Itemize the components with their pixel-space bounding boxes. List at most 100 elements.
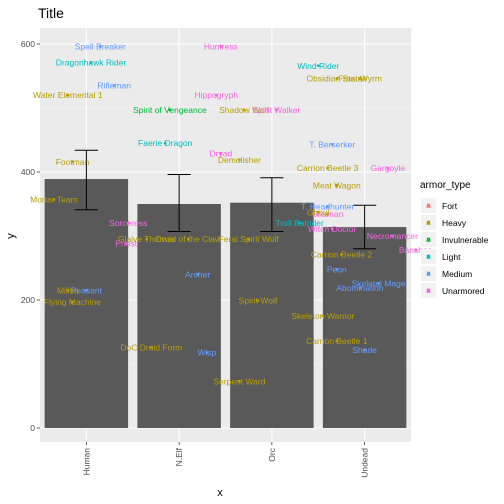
point-label: Peasant [71,285,103,295]
chart-title: Title [38,5,64,21]
point-label: Demolisher [218,155,261,165]
y-axis-title: y [5,233,17,239]
point-label: Mortar Team [30,195,78,205]
data-point [84,289,88,292]
data-point [316,64,320,68]
legend-key-medium-point [426,271,431,276]
legend-key-unarmored-letter: a [426,286,431,295]
legend-key-fort-letter: a [426,201,431,210]
point-label: Ghoul [307,207,330,217]
legend-label: Medium [442,269,472,279]
point-label: Druid of the Claw [156,234,222,244]
error-bars [74,149,377,250]
bar-human [44,179,129,428]
point-label: DoC Druid Form [120,342,182,352]
data-point [326,212,329,216]
point-label: Gargoyle [371,163,406,173]
data-point [89,61,93,64]
point-label: Militia [57,285,79,295]
bar-orc [230,202,314,428]
data-point [358,77,362,80]
legend-label: Fort [442,201,458,211]
bar-undead [322,227,407,428]
point-label: Shade [352,345,377,355]
point-label: Troll Batrider [276,218,325,228]
legend-key-invulnerable-point [426,237,431,242]
point-label: Shaman [312,209,344,219]
point-label: Obsidian Statue [307,74,368,84]
legend-key-heavy-letter: a [426,218,431,227]
point-label: Water Elemental 1 [33,90,103,100]
y-tick-label: 600 [21,39,35,49]
point-label: Rifleman [97,81,131,91]
point-label: Peon [327,264,347,274]
data-point [414,248,418,252]
data-point [391,234,394,238]
data-point [298,221,302,225]
point-label: Spirit of Vengeance [133,105,207,115]
data-point [316,210,320,214]
point-label: Priest [115,239,137,249]
data-point [112,84,116,87]
point-label: Spirit Wolf [239,296,278,306]
data-point [168,108,172,112]
y-axis-ticks: 0 200 400 600 [21,39,40,433]
legend-label: Heavy [442,218,467,228]
point-label: Footman [56,157,90,167]
data-point [358,286,362,290]
data-point [124,242,128,246]
x-tick-label: Orc [267,447,277,461]
legend-label: Invulnerable [442,235,489,245]
point-label: Shadow Wolf [219,105,270,115]
legend-label: Unarmored [442,286,485,296]
data-point [275,108,278,112]
data-point [335,184,339,187]
point-label: Banshee [399,245,433,255]
point-label: Witch Doctor [308,224,357,234]
point-label: Dryad [210,148,233,158]
data-point [326,205,329,208]
data-point [66,289,70,292]
data-point [52,198,56,201]
data-point [126,221,130,225]
point-label: Wisp [198,347,217,357]
data-point [149,345,153,349]
bar-n-elf [137,204,221,428]
point-label: Serpent Ward [213,376,265,386]
point-label: Spirit Walker [253,105,301,115]
data-point [363,348,367,352]
legend-key-heavy-point [426,220,431,225]
legend-key-unarmored-point [426,288,431,293]
legend: armor_type a Fort a Heavy a Invulnerable a Ligh… [420,180,489,298]
point-label: Huntress [204,42,238,52]
point-label: Skeletal Mage [352,278,406,288]
point-label: Meat Wagon [313,180,361,190]
data-point [238,379,241,383]
point-label: Skeleton Warrior [291,311,354,321]
point-label: Flying Machine [44,297,101,307]
data-point [330,227,334,231]
data-point [340,253,343,256]
data-point [335,77,339,80]
data-point [214,93,218,97]
bars [44,179,407,428]
data-point [71,300,74,304]
data-point [247,237,251,241]
data-point [326,166,329,170]
data-point [238,158,241,162]
data-point [66,93,70,97]
data-point [163,141,167,145]
point-label: Feral Spirit Wolf [219,234,280,244]
point-label: Frost Wyrm [338,74,382,84]
x-tick-label: N.Elf [174,447,184,466]
data-point [335,339,339,343]
legend-title: armor_type [420,180,471,191]
data-point [335,267,339,271]
y-tick-label: 400 [21,167,35,177]
data-point [377,281,380,285]
data-point [219,45,223,48]
legend-key-light-point [426,254,431,259]
point-label: Necromancer [367,231,418,241]
legend-label: Light [442,252,461,262]
